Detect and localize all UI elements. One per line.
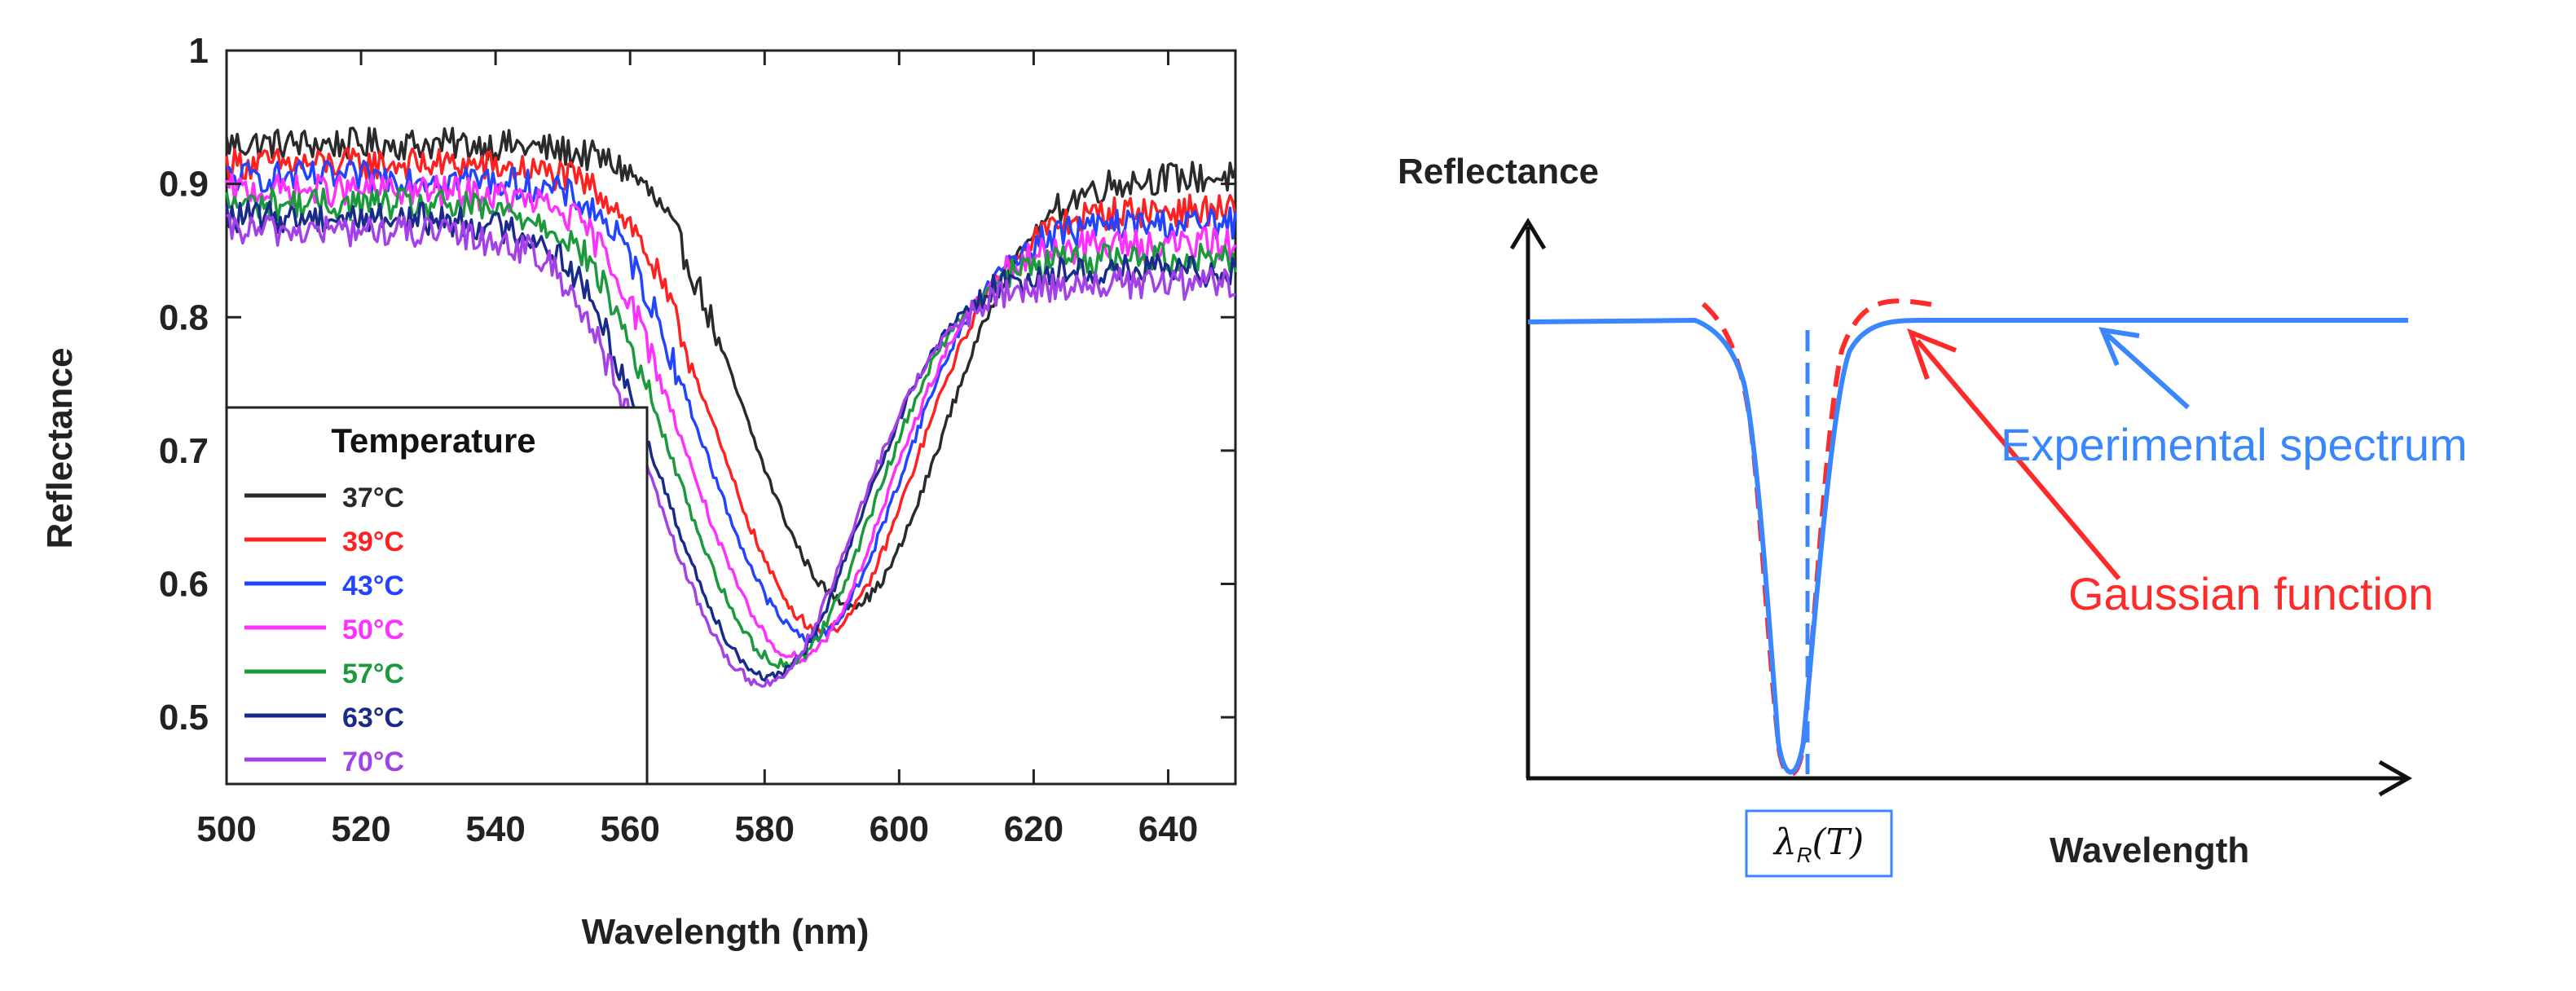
y-tick-label: 0.8 (159, 297, 209, 337)
x-tick-label: 540 (465, 809, 525, 849)
experimental-spectrum-curve (1527, 317, 2408, 775)
right-y-axis-label: Reflectance (1398, 152, 1599, 192)
y-tick-label: 1 (189, 31, 209, 71)
legend-title: Temperature (331, 421, 535, 460)
y-tick-label: 0.6 (159, 565, 209, 605)
lambda-label: λR(T) (1772, 821, 1864, 867)
experimental-spectrum-label: Experimental spectrum (2001, 419, 2468, 470)
right-x-axis-label: Wavelength (2050, 830, 2249, 870)
x-tick-label: 640 (1138, 809, 1198, 849)
legend-label: 43°C (342, 570, 404, 601)
y-tick-label: 0.5 (159, 698, 209, 738)
left-x-axis-label: Wavelength (nm) (582, 912, 870, 952)
x-tick-label: 620 (1004, 809, 1063, 849)
legend-label: 63°C (342, 703, 404, 733)
legend-label: 57°C (342, 658, 404, 689)
right-x-axis-arrow (2378, 760, 2413, 797)
series-line-63c (225, 200, 1237, 682)
left-series-group (225, 126, 1237, 688)
legend: Temperature 37°C 39°C 43°C 50°C 57°C 63°C 70°C (225, 406, 649, 786)
legend-items: 37°C 39°C 43°C 50°C 57°C 63°C 70°C (244, 482, 404, 777)
legend-label: 50°C (342, 614, 404, 645)
x-tick-label: 560 (600, 809, 659, 849)
x-tick-label: 520 (331, 809, 390, 849)
experimental-arrow (2098, 327, 2191, 410)
series-line-50c (225, 173, 1237, 664)
left-y-axis-label: Reflectance (40, 347, 80, 548)
gaussian-function-label: Gaussian function (2068, 568, 2433, 619)
series-line-43c (226, 160, 1237, 643)
y-tick-label: 0.9 (159, 165, 209, 205)
x-tick-label: 580 (735, 809, 795, 849)
gaussian-arrow (1906, 328, 2121, 580)
y-tick-label: 0.7 (159, 431, 209, 471)
series-line-57c (225, 187, 1237, 669)
legend-box (225, 406, 649, 786)
legend-label: 37°C (342, 482, 404, 513)
legend-label: 39°C (342, 526, 404, 557)
series-line-70c (226, 213, 1235, 688)
left-chart: 500 520 540 560 580 600 620 640 0.5 0.6 0.7 0.8 0.9 1… (40, 31, 1237, 952)
x-tick-label: 600 (870, 809, 929, 849)
right-schematic: Reflectance Experimental spectrum Gaussi… (1398, 152, 2468, 878)
x-tick-label: 500 (196, 809, 256, 849)
right-y-axis-arrow (1509, 218, 1547, 250)
lambda-label-box: λR(T) (1745, 809, 1893, 878)
left-ticks-group: 500 520 540 560 580 600 620 640 0.5 0.6 0.7 0.8 0.9 1 (159, 31, 1235, 849)
legend-label: 70°C (342, 747, 404, 777)
